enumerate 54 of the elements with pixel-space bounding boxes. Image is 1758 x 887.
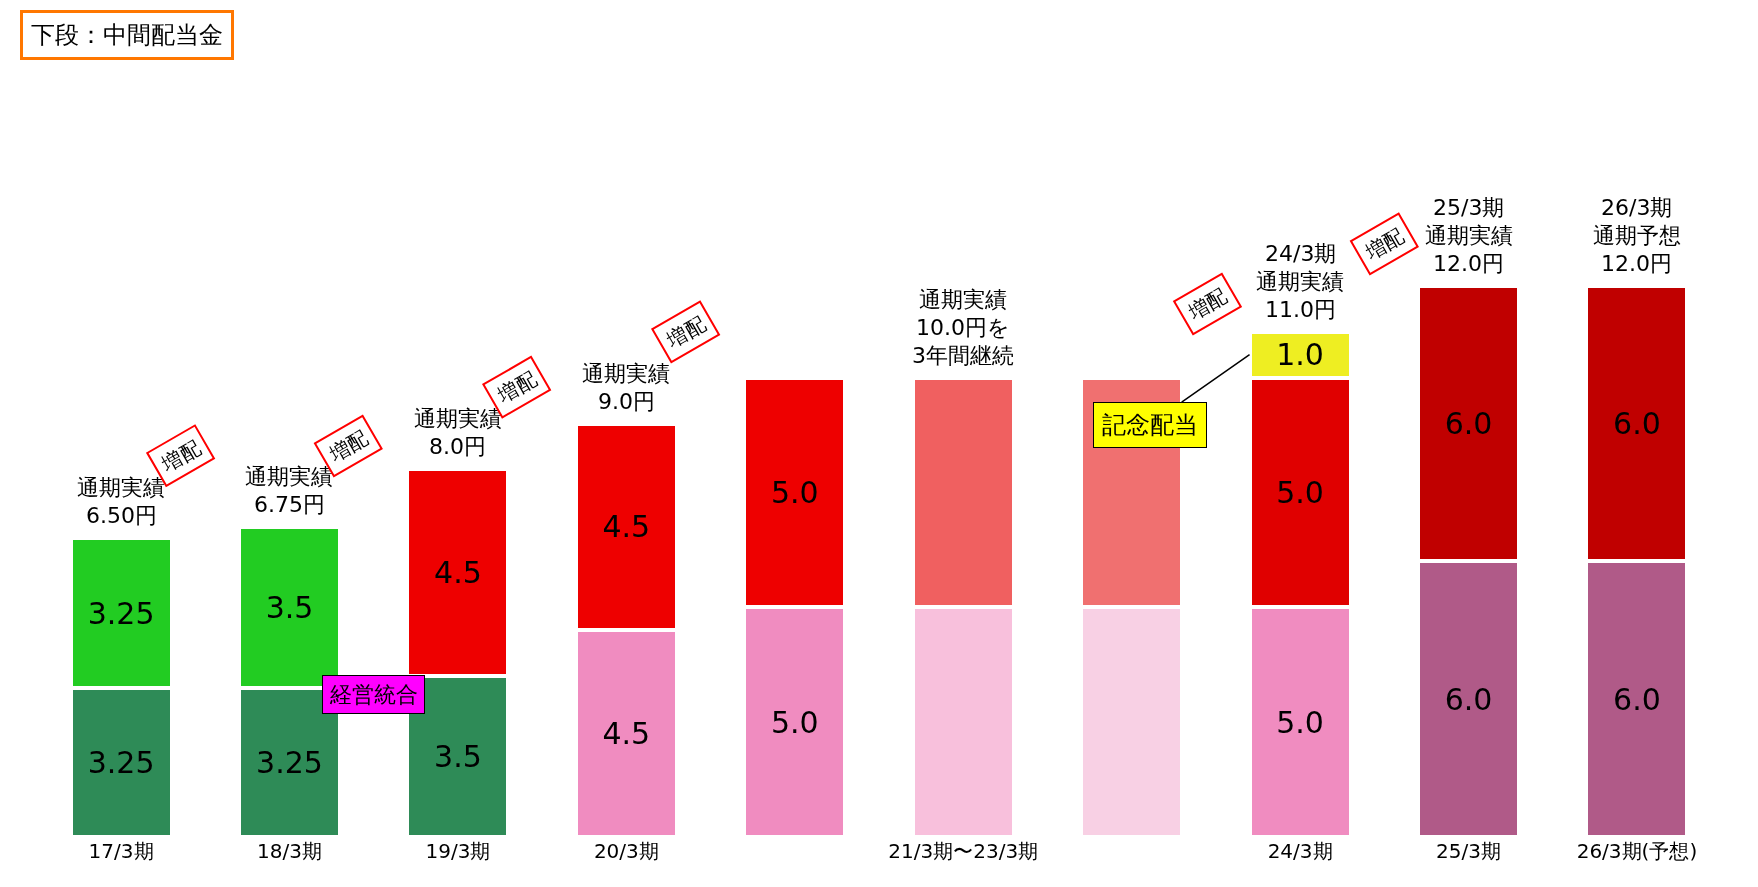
data-label: 5.0 — [770, 474, 819, 510]
annotation: 通期実績 — [414, 406, 502, 431]
data-label: 3.25 — [256, 744, 323, 780]
data-label: 5.0 — [770, 704, 819, 740]
annotation: 増配 — [492, 366, 541, 408]
data-label: 3.25 — [87, 744, 155, 780]
annotation: 11.0円 — [1265, 297, 1336, 322]
annotation: 12.0円 — [1433, 251, 1504, 276]
data-label: 4.5 — [602, 716, 651, 752]
data-label: 3.25 — [87, 595, 155, 631]
data-label: 4.5 — [434, 555, 482, 591]
x-tick-label: 20/3期 — [593, 839, 659, 863]
x-tick-label: 19/3期 — [425, 839, 491, 863]
annotation: 増配 — [661, 311, 710, 353]
annotation: 26/3期 — [1601, 195, 1673, 220]
data-label: 3.5 — [265, 589, 314, 625]
annotation: 増配 — [1183, 283, 1232, 325]
annotation: 通期実績 — [582, 361, 670, 386]
x-tick-label: 25/3期 — [1436, 839, 1501, 863]
x-tick-label: 26/3期(予想) — [1576, 839, 1698, 863]
annotation: 増配 — [156, 435, 205, 477]
x-tick-label: 21/3期〜23/3期 — [888, 839, 1039, 863]
annotation: 12.0円 — [1601, 251, 1672, 276]
data-label: 1.0 — [1276, 337, 1324, 373]
annotation: 通期実績 — [245, 464, 333, 489]
data-label: 3.5 — [434, 739, 482, 775]
annotation: 6.75円 — [254, 492, 325, 517]
x-tick-label: 17/3期 — [88, 839, 154, 863]
annotation: 通期実績 — [1425, 223, 1513, 248]
annotation: 通期予想 — [1593, 223, 1681, 248]
data-label: 6.0 — [1444, 406, 1493, 441]
annotation: 通期実績 — [1256, 269, 1344, 294]
annotation: 3年間継続 — [912, 343, 1014, 368]
x-tick-label: 24/3期 — [1267, 839, 1333, 863]
annotation: 通期実績 — [919, 287, 1007, 312]
data-label: 4.5 — [602, 509, 651, 545]
annotation: 9.0円 — [598, 389, 655, 414]
annotation: 増配 — [324, 425, 373, 467]
annotation: 10.0円を — [916, 315, 1010, 340]
annotation: 記念配当 — [1102, 411, 1198, 439]
x-tick-label: 18/3期 — [257, 839, 322, 863]
annotation: 経営統合 — [329, 682, 418, 707]
annotation: 6.50円 — [86, 503, 157, 528]
data-label: 6.0 — [1613, 681, 1661, 717]
annotation: 24/3期 — [1265, 241, 1337, 266]
data-label: 5.0 — [1276, 474, 1324, 510]
data-label: 5.0 — [1276, 704, 1324, 740]
data-label: 6.0 — [1613, 406, 1661, 441]
chart-title: 下段：中間配当金 — [31, 21, 223, 49]
annotation: 8.0円 — [429, 434, 486, 459]
annotation: 25/3期 — [1433, 195, 1505, 220]
data-label: 6.0 — [1444, 681, 1493, 717]
annotation: 通期実績 — [77, 475, 165, 500]
text: 増配 — [1360, 223, 1409, 265]
